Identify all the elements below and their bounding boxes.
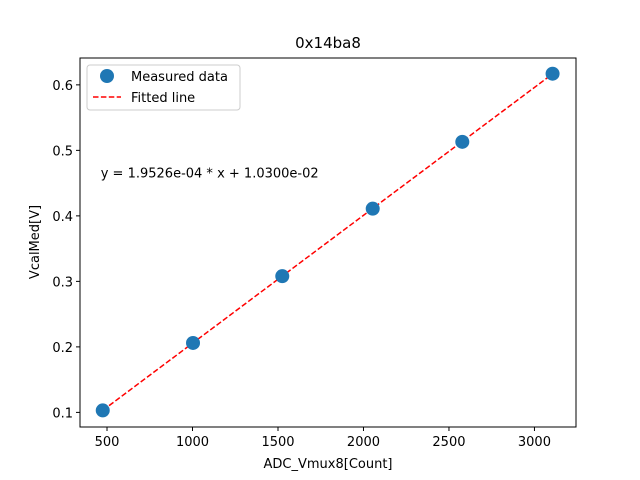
data-point [365, 201, 380, 216]
y-tick-label: 0.6 [52, 79, 73, 94]
y-tick-label: 0.2 [52, 341, 73, 356]
fitted-line [102, 73, 554, 411]
y-tick-label: 0.5 [52, 144, 73, 159]
annotations: y = 1.9526e-04 * x + 1.0300e-02 [101, 167, 319, 182]
legend-label-fitted: Fitted line [131, 91, 195, 106]
legend-box [86, 64, 241, 111]
x-axis-label: ADC_Vmux8[Count] [264, 457, 393, 472]
y-tick-label: 0.3 [52, 275, 73, 290]
fit-equation: y = 1.9526e-04 * x + 1.0300e-02 [101, 167, 319, 182]
data-point [275, 269, 290, 284]
y-tick-label: 0.1 [52, 406, 73, 421]
legend-label-measured: Measured data [131, 70, 228, 85]
y-tick-label: 0.4 [52, 210, 73, 225]
x-tick-label: 2500 [432, 435, 465, 450]
plot-area [95, 66, 560, 418]
x-tick-label: 500 [95, 435, 120, 450]
y-axis: 0.1 0.2 0.3 0.4 0.5 0.6 [52, 79, 80, 421]
data-point [455, 134, 470, 149]
legend: Measured data Fitted line [86, 64, 241, 111]
x-axis: 500 1000 1500 2000 2500 3000 [95, 427, 551, 450]
y-axis-label: VcalMed[V] [28, 205, 43, 279]
x-tick-label: 1000 [176, 435, 209, 450]
data-point [95, 403, 110, 418]
data-point [545, 66, 560, 81]
legend-marker-measured [100, 69, 114, 83]
x-tick-label: 2000 [347, 435, 380, 450]
x-tick-label: 1500 [261, 435, 294, 450]
chart-title: 0x14ba8 [295, 34, 361, 52]
x-tick-label: 3000 [518, 435, 551, 450]
data-point [186, 335, 201, 350]
plot-frame [79, 57, 577, 428]
